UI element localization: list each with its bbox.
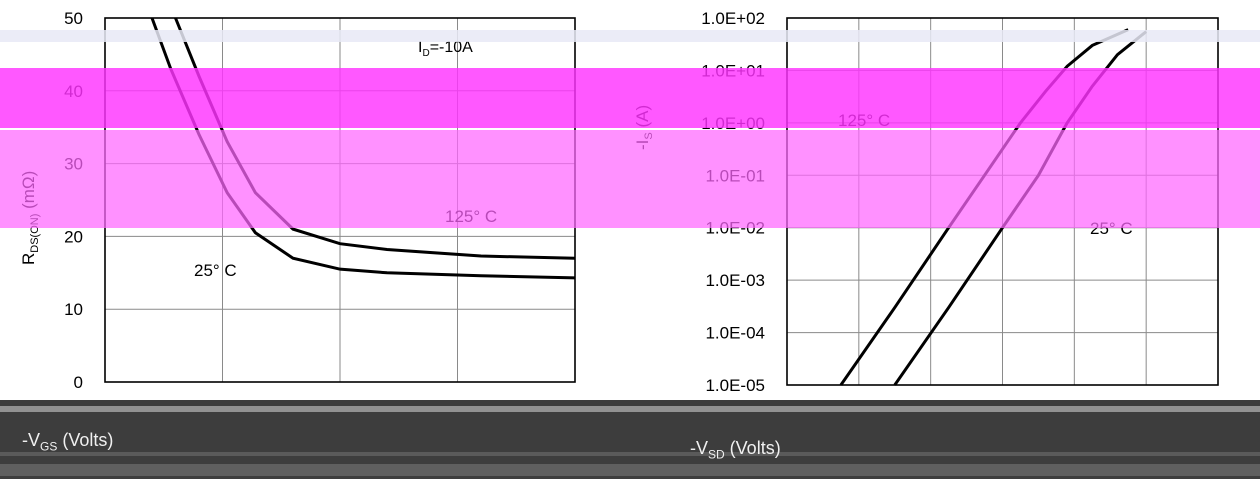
overlay-band <box>0 30 1260 42</box>
overlay-band <box>0 130 1260 228</box>
annotation-label: 25° C <box>194 261 237 280</box>
left-xlabel: -VGS (Volts) <box>22 430 114 454</box>
y-tick-label: 10 <box>64 300 83 319</box>
glitch-band <box>0 400 1260 479</box>
y-tick-label: 20 <box>64 227 83 246</box>
y-tick-label: 1.0E-03 <box>705 271 765 290</box>
y-tick-label: 50 <box>64 9 83 28</box>
overlay-band <box>0 68 1260 128</box>
condition-label: ID=-10A <box>418 39 473 59</box>
right-xlabel: -VSD (Volts) <box>690 438 781 462</box>
y-tick-label: 0 <box>74 373 83 392</box>
y-tick-label: 1.0E+02 <box>701 9 765 28</box>
y-tick-label: 1.0E-04 <box>705 324 765 343</box>
y-tick-label: 1.0E-05 <box>705 376 765 395</box>
